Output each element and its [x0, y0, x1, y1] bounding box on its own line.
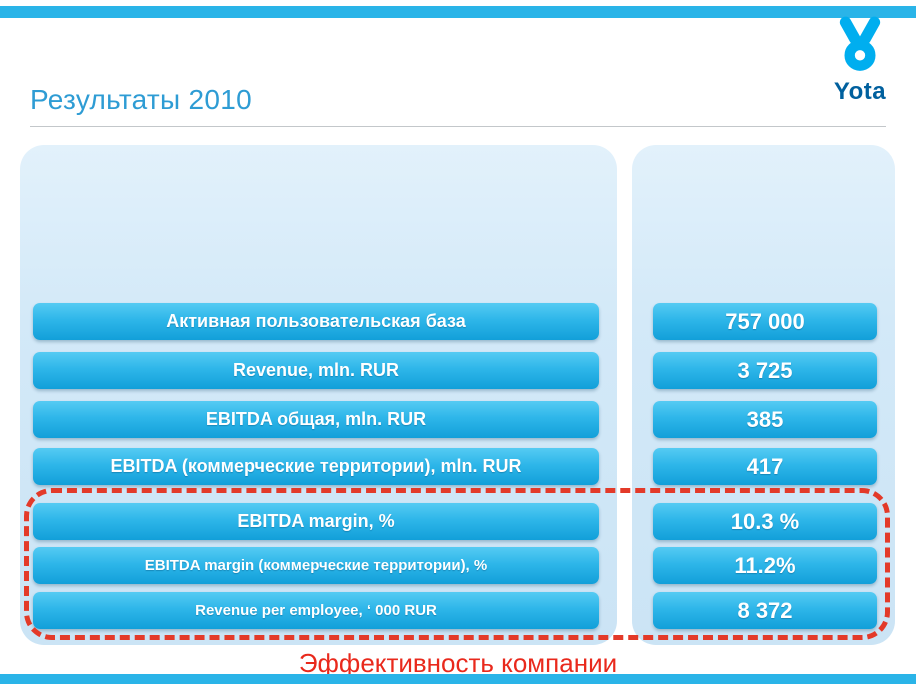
metric-label-revenue-per-employee: Revenue per employee, ‘ 000 RUR [33, 592, 599, 629]
metrics-values-panel: 757 000 3 725 385 417 10.3 % 11.2% 8 372 [632, 145, 895, 645]
efficiency-caption: Эффективность компании [298, 648, 618, 678]
metric-label-ebitda-commercial: EBITDA (коммерческие территории), mln. R… [33, 448, 599, 485]
metric-label-active-user-base: Активная пользовательская база [33, 303, 599, 340]
bottom-accent-bar [0, 674, 916, 684]
metric-label-ebitda-total: EBITDA общая, mln. RUR [33, 401, 599, 438]
metric-label-revenue: Revenue, mln. RUR [33, 352, 599, 389]
yota-logo-icon [818, 14, 902, 76]
metric-value-ebitda-margin-commercial: 11.2% [653, 547, 877, 584]
metric-value-active-user-base: 757 000 [653, 303, 877, 340]
page-title: Результаты 2010 [30, 84, 253, 115]
metric-value-ebitda-margin: 10.3 % [653, 503, 877, 540]
yota-logo-text: Yota [833, 78, 887, 105]
metric-value-revenue: 3 725 [653, 352, 877, 389]
metric-value-revenue-per-employee: 8 372 [653, 592, 877, 629]
top-accent-bar [0, 6, 916, 18]
title-divider [30, 126, 886, 127]
metrics-labels-panel: Активная пользовательская база Revenue, … [20, 145, 617, 645]
metric-label-ebitda-margin: EBITDA margin, % [33, 503, 599, 540]
metric-value-ebitda-commercial: 417 [653, 448, 877, 485]
metric-label-ebitda-margin-commercial: EBITDA margin (коммерческие территории),… [33, 547, 599, 584]
metric-value-ebitda-total: 385 [653, 401, 877, 438]
yota-logo: Yota [818, 14, 902, 106]
